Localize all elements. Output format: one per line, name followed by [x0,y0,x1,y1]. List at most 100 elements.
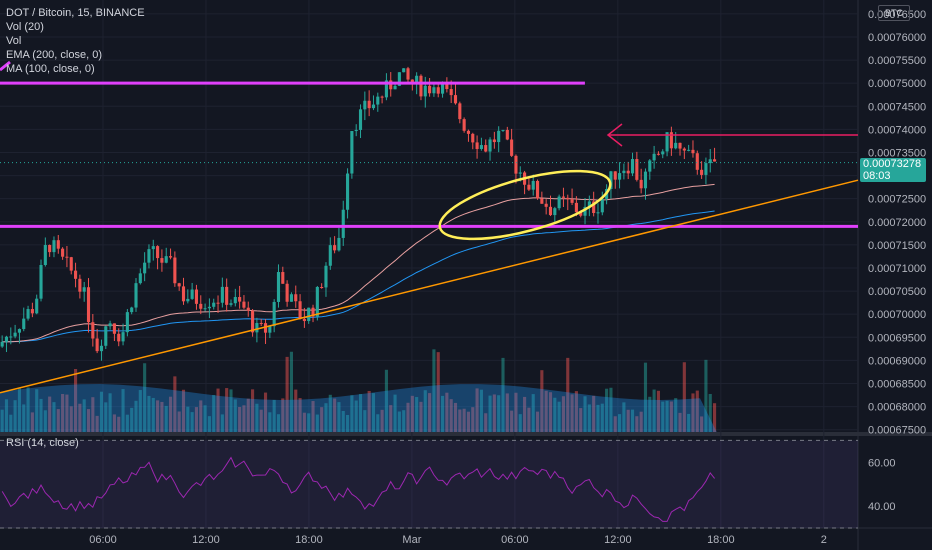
candle-body [669,132,673,149]
volume-bar [531,394,535,432]
volume-bar [497,395,501,432]
volume-bar [307,413,311,432]
volume-bar [613,416,617,432]
volume-bar [207,416,211,432]
volume-bar [276,414,281,432]
volume-bar [104,402,108,432]
volume-bar [0,409,4,432]
candle-body [238,297,242,302]
volume-bar [376,414,380,432]
volume-bar [233,399,237,432]
volume-bar [505,393,509,432]
candle-body [406,68,410,80]
axes: 0.00076500 0.00076000 0.00075500 0.00075000… [89,9,926,546]
candle-body [652,153,656,161]
volume-bar [194,407,199,432]
candle-body [618,173,622,180]
candle-body [190,289,194,299]
volume-bar [56,409,60,432]
candle-body [354,129,358,132]
candle-body [78,278,82,292]
candle-body [61,248,65,257]
volume-bar [566,357,570,432]
volume-bar [423,390,427,432]
legend-ema: EMA (200, close, 0) [6,49,102,61]
candle-body [91,322,95,339]
candle-body [73,270,78,279]
candle-body [4,336,9,342]
volume-bar [108,393,112,432]
volume-bar [648,396,652,432]
candle-body [484,145,488,152]
volume-bar [285,356,289,432]
candle-body [199,303,203,309]
candle-body [289,294,293,302]
candle-body [229,303,233,305]
y-tick-label: 0.00067500 [868,425,926,437]
volume-bar [52,402,56,432]
candle-body [445,83,449,90]
volume-bar [263,392,268,432]
candle-body [225,286,229,305]
candle-body [30,309,34,314]
candle-body [315,287,319,317]
candle-body [173,257,177,284]
legend-ma: MA (100, close, 0) [6,63,95,75]
volume-bar [91,397,95,432]
currency-button[interactable]: BTC [878,5,910,21]
volume-bar [341,410,345,432]
y-tick-label: 0.00069500 [868,332,926,344]
volume-bar [574,391,578,432]
volume-bar [242,405,246,432]
candle-body [216,302,220,304]
volume-bar [618,414,622,432]
volume-bar [43,410,47,432]
volume-bar [389,405,393,432]
candle-body [510,139,514,156]
volume-bar [484,413,488,432]
candle-body [708,159,712,164]
y-tick-label: 0.00070500 [868,286,926,298]
candle-body [164,256,168,263]
candle-body [402,68,406,73]
volume-bar [39,398,43,432]
volume-bar [605,388,609,432]
candle-body [255,323,259,333]
candle-body [285,283,289,302]
candle-body [622,170,626,174]
ema-line [2,210,715,343]
volume-bar [35,389,39,432]
volume-bar [151,397,155,432]
candle-body [35,298,39,314]
volume-bar [691,393,695,432]
candle-body [112,323,116,334]
volume-bar [186,406,190,432]
volume-bar [397,411,401,432]
candle-body [0,341,4,347]
volume-bar [462,408,466,432]
candle-body [661,151,665,155]
candle-body [151,246,155,250]
volume-bar [212,395,216,432]
volume-bar [117,416,121,432]
volume-bar [561,396,566,432]
candle-body [294,294,298,302]
volume-bar [410,395,414,432]
volume-bar [363,410,367,432]
x-tick-label: 12:00 [192,534,220,546]
volume-bar [17,387,21,432]
candle-body [656,153,660,155]
legend: DOT / Bitcoin, 15, BINANCE Vol (20) Vol … [6,6,145,76]
candle-body [203,308,207,310]
candle-body [194,289,199,304]
volume-bar [281,398,285,432]
candle-body [635,159,639,180]
volume-bar [22,404,26,432]
candle-body [466,130,471,134]
candle-body [130,307,134,313]
candle-body [600,198,604,213]
volume-bar [302,412,306,432]
rsi-tick-label: 40.00 [868,501,896,513]
volume-bar [436,352,440,432]
